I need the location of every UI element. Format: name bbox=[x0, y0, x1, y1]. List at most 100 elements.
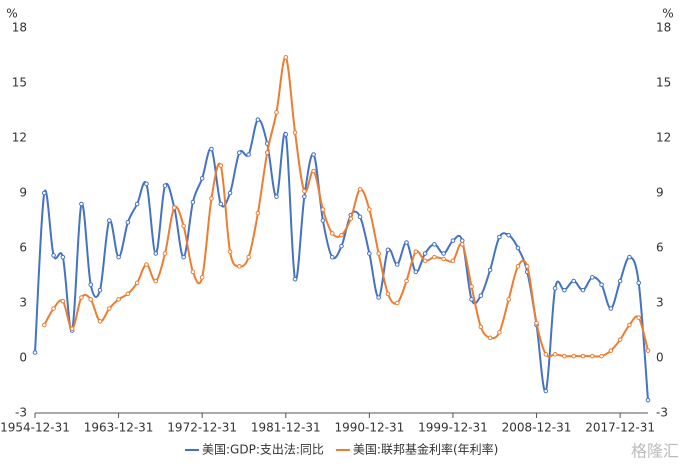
point bbox=[599, 353, 604, 359]
point bbox=[292, 276, 298, 282]
point bbox=[376, 295, 381, 300]
point bbox=[190, 199, 196, 205]
point bbox=[227, 190, 233, 196]
y2-tick-label: 0 bbox=[656, 351, 664, 365]
point bbox=[497, 234, 502, 240]
point bbox=[441, 251, 446, 256]
point bbox=[562, 287, 567, 293]
point bbox=[162, 183, 168, 188]
y2-tick-label: -3 bbox=[656, 406, 668, 420]
point bbox=[51, 253, 56, 258]
point bbox=[487, 267, 493, 273]
point bbox=[311, 152, 316, 157]
point bbox=[255, 210, 261, 216]
point bbox=[283, 132, 289, 137]
point bbox=[302, 194, 307, 199]
point bbox=[302, 188, 307, 194]
point bbox=[404, 240, 409, 245]
point bbox=[97, 319, 103, 324]
point bbox=[562, 353, 567, 359]
point bbox=[376, 251, 381, 256]
point bbox=[432, 254, 437, 260]
point bbox=[645, 348, 651, 353]
point bbox=[60, 254, 66, 260]
y-tick-label: 12 bbox=[12, 131, 27, 145]
point bbox=[627, 322, 632, 328]
point bbox=[107, 306, 112, 311]
y-tick-label: 18 bbox=[12, 21, 27, 35]
y2-tick-label: 12 bbox=[656, 131, 671, 145]
point bbox=[589, 275, 595, 280]
point bbox=[237, 264, 242, 269]
y-tick-label: 9 bbox=[19, 186, 27, 200]
y-tick-label: 0 bbox=[19, 351, 27, 365]
x-tick-label: 1972-12-31 bbox=[167, 421, 237, 435]
point bbox=[357, 214, 363, 220]
point bbox=[246, 254, 251, 260]
point bbox=[79, 295, 84, 300]
point bbox=[478, 293, 484, 298]
point bbox=[413, 269, 419, 275]
legend-label: 美国:GDP:支出法:同比 bbox=[202, 443, 324, 457]
point bbox=[459, 238, 465, 243]
y2-tick-label: 6 bbox=[656, 241, 664, 255]
point bbox=[469, 297, 474, 302]
x-tick-label: 1990-12-31 bbox=[334, 421, 404, 435]
point bbox=[88, 282, 94, 287]
point bbox=[543, 388, 549, 394]
y2-tick-label: 9 bbox=[656, 186, 664, 200]
point bbox=[97, 287, 103, 293]
point bbox=[199, 176, 205, 181]
point bbox=[506, 297, 511, 302]
point bbox=[320, 207, 326, 212]
point bbox=[125, 291, 131, 297]
y-tick-label: 3 bbox=[19, 296, 27, 310]
point bbox=[534, 320, 539, 326]
point bbox=[153, 278, 159, 284]
point bbox=[311, 168, 316, 174]
point bbox=[51, 306, 56, 311]
point bbox=[283, 55, 289, 60]
point bbox=[608, 348, 614, 353]
legend-label: 美国:联邦基金利率(年利率) bbox=[353, 442, 498, 457]
point bbox=[134, 280, 140, 286]
point bbox=[79, 201, 84, 207]
point bbox=[162, 251, 168, 256]
point bbox=[385, 291, 391, 297]
point bbox=[599, 282, 604, 287]
y2-unit: % bbox=[662, 7, 673, 21]
x-tick-label: 1954-12-31 bbox=[0, 421, 70, 435]
point bbox=[107, 218, 112, 223]
y-tick-label: 6 bbox=[19, 241, 27, 255]
point bbox=[274, 194, 279, 199]
point bbox=[181, 223, 186, 229]
point bbox=[116, 297, 121, 302]
point bbox=[88, 297, 94, 302]
x-tick-label: 2008-12-31 bbox=[502, 421, 572, 435]
y-tick-label: 15 bbox=[12, 76, 27, 90]
point bbox=[450, 258, 456, 264]
point bbox=[515, 264, 521, 269]
point bbox=[627, 254, 632, 260]
point bbox=[506, 232, 511, 238]
point bbox=[645, 397, 651, 403]
point bbox=[552, 352, 558, 357]
point bbox=[320, 218, 326, 223]
y-tick-label: -3 bbox=[15, 406, 27, 420]
point bbox=[478, 324, 484, 330]
point bbox=[339, 243, 344, 249]
point bbox=[32, 350, 38, 355]
point bbox=[617, 278, 623, 284]
point bbox=[422, 251, 428, 256]
point bbox=[432, 242, 437, 247]
point bbox=[404, 278, 409, 284]
point bbox=[413, 249, 419, 254]
point bbox=[441, 256, 446, 262]
point bbox=[255, 117, 261, 122]
point bbox=[617, 337, 623, 342]
point bbox=[450, 238, 456, 243]
point bbox=[497, 330, 502, 335]
point bbox=[459, 242, 465, 247]
watermark: 格隆汇 bbox=[631, 442, 679, 461]
